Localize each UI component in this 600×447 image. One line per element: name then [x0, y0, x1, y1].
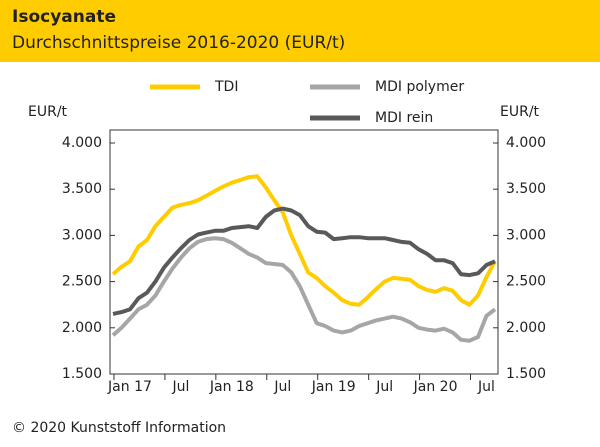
- y-tick-label: 3.500: [62, 181, 102, 197]
- x-tick-label: Jan 19: [311, 379, 356, 395]
- x-tick-label: Jul: [273, 379, 291, 395]
- chart-subtitle: Durchschnittspreise 2016-2020 (EUR/t): [12, 33, 345, 53]
- y-axis-label: EUR/t: [28, 104, 68, 120]
- line-series: [111, 174, 497, 307]
- y2-tick-label: 2.500: [506, 274, 546, 290]
- y2-tick-label: 1.500: [506, 366, 546, 382]
- y-tick-label: 4.000: [62, 135, 102, 151]
- legend-label: MDI polymer: [375, 79, 464, 95]
- y-tick-label: 2.000: [62, 320, 102, 336]
- y-tick-label: 2.500: [62, 274, 102, 290]
- x-tick-label: Jul: [375, 379, 393, 395]
- plot-frame: [109, 129, 499, 375]
- y2-tick-label: 3.500: [506, 181, 546, 197]
- footer: © 2020 Kunststoff Information: [12, 420, 226, 436]
- y2-axis-label: EUR/t: [500, 104, 540, 120]
- x-tick-label: Jan 18: [209, 379, 254, 395]
- chart-title: Isocyanate: [12, 7, 116, 27]
- header: [0, 0, 600, 62]
- y2-tick-label: 3.000: [506, 227, 546, 243]
- x-tick-label: Jul: [171, 379, 189, 395]
- y-tick-label: 3.000: [62, 227, 102, 243]
- y2-tick-label: 4.000: [506, 135, 546, 151]
- line-series: [111, 236, 497, 343]
- line-series: [112, 206, 496, 316]
- legend-label: TDI: [214, 79, 238, 95]
- x-tick-label: Jul: [477, 379, 495, 395]
- legend-label: MDI rein: [375, 110, 433, 126]
- y2-tick-label: 2.000: [506, 320, 546, 336]
- x-tick-label: Jan 20: [413, 379, 458, 395]
- y-tick-label: 1.500: [62, 366, 102, 382]
- x-tick-label: Jan 17: [107, 379, 152, 395]
